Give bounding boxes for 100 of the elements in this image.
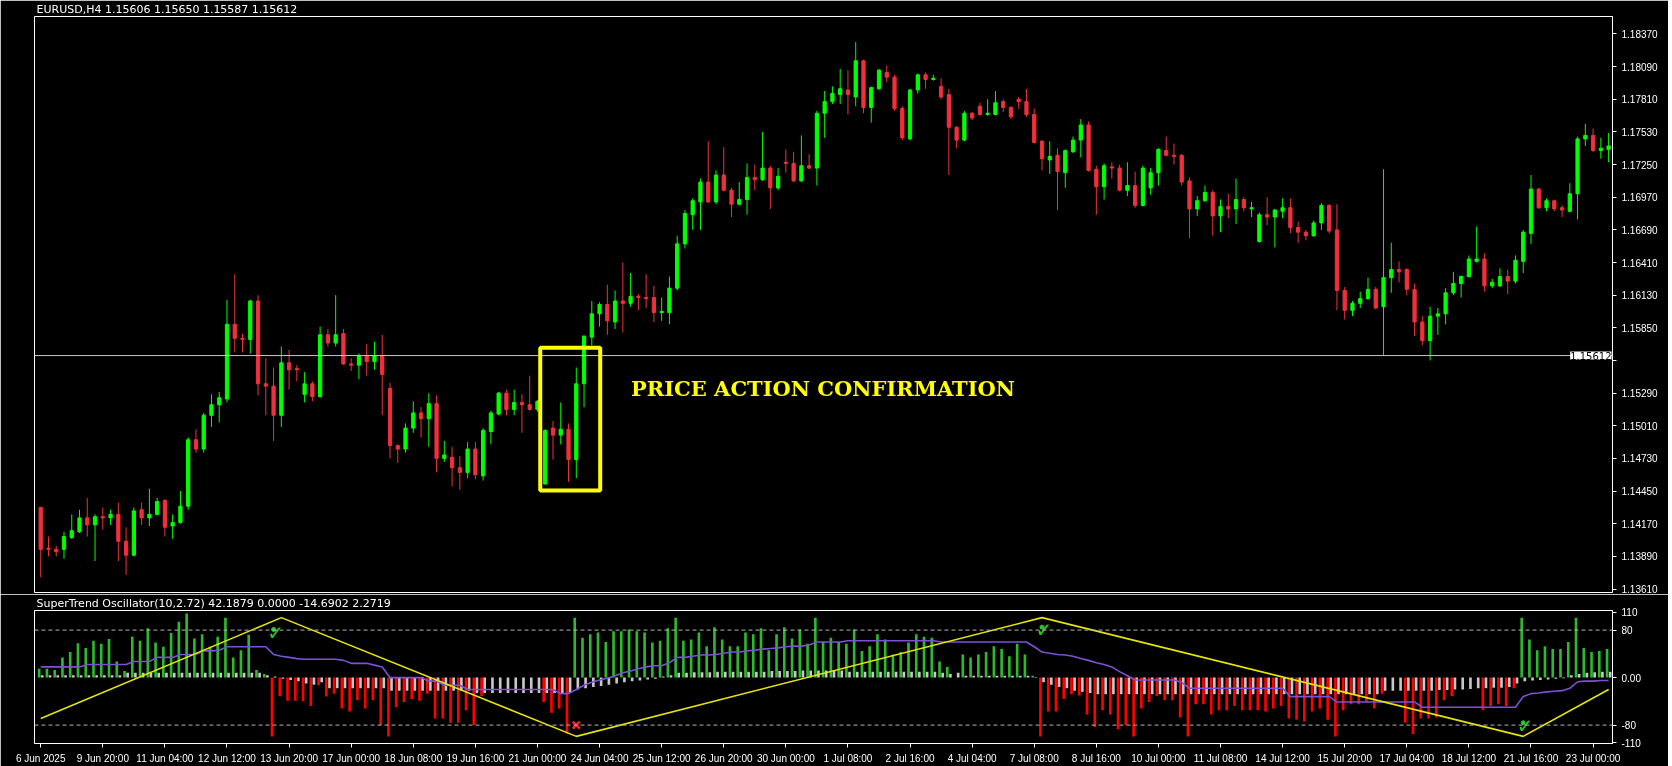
bar [1329,677,1333,695]
bar [692,672,696,678]
bar [79,675,83,678]
bar [325,677,328,697]
y-tick-label: 1.14450 [1621,486,1659,498]
bar [1062,677,1066,699]
bar [1233,677,1236,707]
candlestick [807,153,812,170]
candlestick [139,502,144,526]
y-tick-label: 1.16690 [1621,224,1659,236]
bar [1140,677,1143,709]
bar [1489,677,1492,707]
candlestick [1101,162,1107,201]
candlestick [193,428,199,454]
bar [868,646,871,678]
bar [977,654,980,678]
candlestick [61,531,67,560]
bar [1202,677,1205,705]
candlestick [209,393,214,428]
bar [522,677,525,694]
bar [1093,677,1097,727]
y-tick-label: 1.14730 [1621,453,1659,465]
candlestick [620,262,625,333]
bar [196,672,199,678]
y-tick-label: 1.17530 [1621,126,1659,138]
bar [172,672,176,678]
candlestick [558,401,563,445]
x-tick-label: 30 Jun 00:00 [756,752,816,764]
bar [71,675,75,678]
candlestick [1567,182,1572,213]
bar [1497,677,1500,705]
bar [918,671,921,678]
x-tick-label: 23 Jul 00:00 [1565,752,1621,764]
bar [227,672,230,678]
candlestick [147,488,152,527]
x-tick-label: 21 Jun 00:00 [508,752,567,764]
candlestick [178,490,183,525]
bar [1399,677,1402,691]
candlestick [1156,147,1161,187]
bar [193,638,196,678]
annotation: PRICE ACTION CONFIRMATION [630,375,1016,401]
y-tick-label: 1.16130 [1621,290,1659,302]
bar [356,677,359,701]
x-tick-label: 21 Jul 16:00 [1503,752,1559,764]
bar [1042,677,1045,683]
candlestick [1365,277,1371,301]
bar [157,672,161,678]
candlestick [310,380,315,402]
bar [92,640,95,678]
candlestick [1039,139,1045,171]
bar [747,671,750,678]
bar [115,661,119,678]
x-tick-label: 11 Jun 04:00 [136,752,194,764]
candlestick [488,410,494,445]
candlestick [395,443,400,464]
bar [278,677,282,696]
candlestick [123,526,129,576]
x-tick-label: 25 Jun 12:00 [632,752,692,764]
candlestick [170,513,175,540]
candlestick [411,400,416,434]
candlestick [605,284,610,336]
bar [418,677,421,701]
candlestick [1559,204,1565,218]
bar [1582,647,1586,678]
candlestick [791,151,796,183]
candlestick [512,389,517,416]
bar [674,617,677,678]
bar [1476,677,1480,689]
candlestick [1078,118,1083,159]
candlestick [217,391,222,423]
candlestick [1497,267,1503,288]
x-tick-label: 15 Jul 20:00 [1317,752,1373,764]
candlestick [1342,286,1347,321]
candlestick [364,343,369,377]
candlestick [1210,189,1215,237]
candlestick [1389,242,1394,294]
x-tick-label: 9 Jun 20:00 [76,752,130,764]
bar [514,677,518,694]
candlestick [1466,255,1472,279]
bar [1368,677,1371,695]
y-tick-label: 1.18090 [1621,61,1659,73]
candlestick [1606,132,1611,163]
x-tick-label: 8 Jul 16:00 [1071,752,1122,764]
candlestick [442,440,447,463]
bar [293,677,297,701]
bar [573,617,577,678]
bar [1375,677,1379,695]
bar [410,677,414,699]
x-tick-label: 13 Jun 20:00 [260,752,319,764]
bar [840,670,844,678]
bar [949,674,952,678]
y-tick-label: 1.13610 [1621,584,1659,595]
bar [855,671,859,678]
candlestick [1264,196,1270,226]
bar [348,677,351,712]
x-tick-label: 7 Jul 08:00 [1009,752,1060,764]
bar [1171,677,1174,701]
bar [162,646,165,678]
bar [751,634,755,678]
candlestick [1404,267,1409,296]
